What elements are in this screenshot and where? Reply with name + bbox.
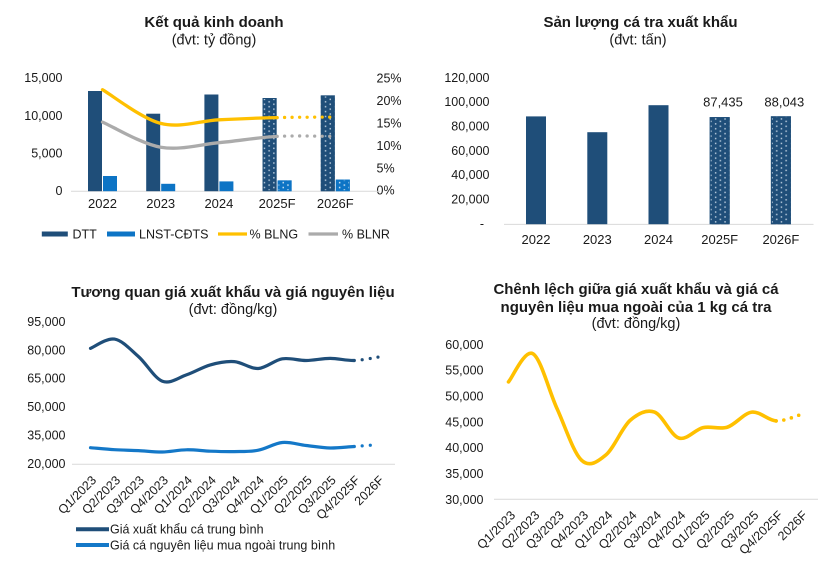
svg-text:35,000: 35,000: [27, 429, 65, 443]
svg-text:40,000: 40,000: [451, 168, 489, 182]
svg-text:35,000: 35,000: [445, 467, 483, 481]
svg-text:Giá cá nguyên liệu mua ngoài t: Giá cá nguyên liệu mua ngoài trung bình: [110, 538, 335, 552]
svg-text:2026F: 2026F: [762, 232, 799, 247]
svg-text:50,000: 50,000: [445, 390, 483, 404]
svg-text:20,000: 20,000: [27, 457, 65, 471]
svg-text:15%: 15%: [377, 116, 402, 130]
svg-text:30,000: 30,000: [445, 493, 483, 507]
svg-text:Giá xuất khẩu cá trung bình: Giá xuất khẩu cá trung bình: [110, 523, 264, 537]
svg-text:100,000: 100,000: [444, 95, 489, 109]
svg-text:5,000: 5,000: [31, 146, 62, 160]
svg-text:80,000: 80,000: [27, 343, 65, 357]
svg-text:25%: 25%: [377, 72, 402, 86]
svg-text:0%: 0%: [377, 184, 395, 198]
svg-text:88,043: 88,043: [764, 95, 804, 110]
svg-text:2023: 2023: [583, 232, 612, 247]
svg-text:80,000: 80,000: [451, 120, 489, 134]
svg-text:2025F: 2025F: [259, 196, 296, 211]
svg-text:2025F: 2025F: [701, 232, 738, 247]
svg-text:45,000: 45,000: [445, 415, 483, 429]
svg-text:(đvt: tỷ đồng): (đvt: tỷ đồng): [172, 33, 257, 49]
svg-text:% BLNR: % BLNR: [342, 227, 390, 241]
svg-text:60,000: 60,000: [451, 144, 489, 158]
svg-text:40,000: 40,000: [445, 441, 483, 455]
svg-text:2024: 2024: [204, 196, 233, 211]
svg-text:% BLNG: % BLNG: [250, 227, 299, 241]
svg-text:50,000: 50,000: [27, 400, 65, 414]
svg-text:Sản lượng cá tra xuất khẩu: Sản lượng cá tra xuất khẩu: [543, 14, 737, 31]
svg-text:2023: 2023: [146, 196, 175, 211]
svg-text:120,000: 120,000: [444, 71, 489, 85]
svg-text:Kết quả kinh doanh: Kết quả kinh doanh: [144, 14, 283, 31]
svg-text:10%: 10%: [377, 139, 402, 153]
svg-text:60,000: 60,000: [445, 338, 483, 352]
svg-text:(đvt: tấn): (đvt: tấn): [609, 33, 666, 49]
svg-text:95,000: 95,000: [27, 315, 65, 329]
svg-text:10,000: 10,000: [24, 109, 62, 123]
svg-text:2024: 2024: [644, 232, 673, 247]
svg-text:55,000: 55,000: [445, 364, 483, 378]
svg-text:Tương quan giá xuất khẩu và gi: Tương quan giá xuất khẩu và giá nguyên l…: [71, 284, 394, 301]
svg-text:5%: 5%: [377, 161, 395, 175]
svg-text:15,000: 15,000: [24, 71, 62, 85]
svg-text:DTT: DTT: [73, 227, 98, 241]
svg-text:-: -: [480, 217, 484, 231]
svg-text:Chênh lệch giữa giá xuất khẩu: Chênh lệch giữa giá xuất khẩu và giá cá: [493, 281, 779, 298]
svg-text:2022: 2022: [522, 232, 551, 247]
svg-text:20%: 20%: [377, 94, 402, 108]
svg-text:(đvt: đồng/kg): (đvt: đồng/kg): [592, 316, 681, 332]
svg-text:2022: 2022: [88, 196, 117, 211]
svg-text:0: 0: [56, 184, 63, 198]
svg-text:(đvt: đồng/kg): (đvt: đồng/kg): [189, 302, 278, 318]
svg-text:LNST-CĐTS: LNST-CĐTS: [139, 227, 208, 241]
svg-text:nguyên liệu mua ngoài của 1 kg: nguyên liệu mua ngoài của 1 kg cá tra: [501, 299, 773, 316]
svg-text:87,435: 87,435: [703, 95, 743, 110]
svg-text:2026F: 2026F: [317, 196, 354, 211]
svg-text:20,000: 20,000: [451, 193, 489, 207]
svg-text:65,000: 65,000: [27, 372, 65, 386]
